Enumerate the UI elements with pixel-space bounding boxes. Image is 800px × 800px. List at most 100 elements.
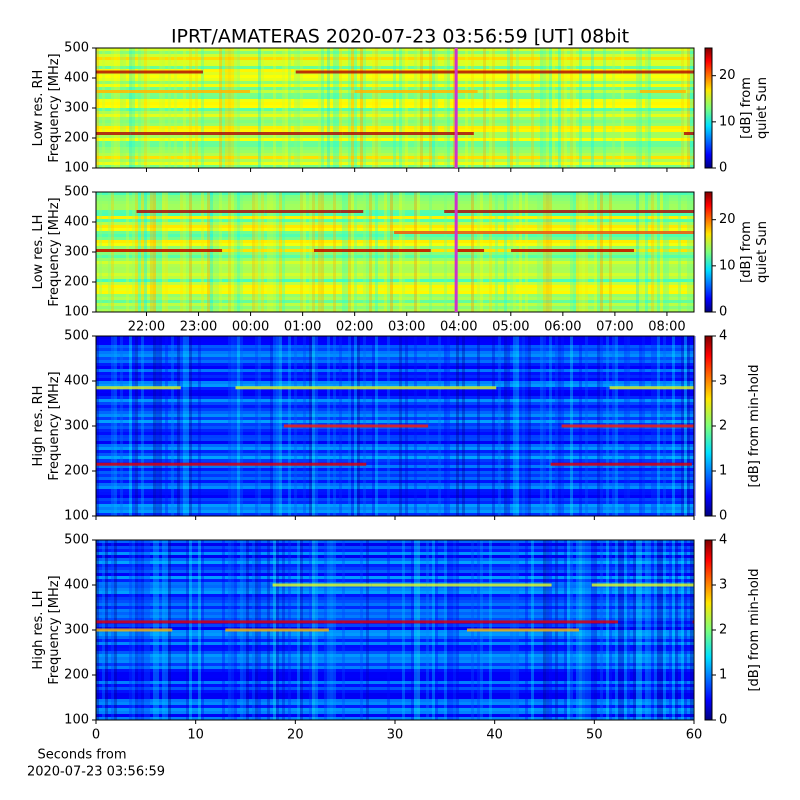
spectrogram-band xyxy=(96,717,694,720)
x-tick-label: 06:00 xyxy=(544,320,581,335)
y-tick-label: 200 xyxy=(64,464,89,479)
spectrogram-band xyxy=(96,204,694,207)
spectrogram-stripe xyxy=(555,336,558,516)
colorbar-tick-label: 4 xyxy=(719,533,727,548)
spectrogram-feature xyxy=(511,249,533,252)
spectrogram-band xyxy=(96,600,694,603)
spectrogram-band xyxy=(96,474,694,477)
spectrogram-stripe xyxy=(609,540,612,720)
colorbar-tick-label: 0 xyxy=(719,509,727,524)
spectrogram-stripe xyxy=(96,48,99,168)
spectrogram-stripe xyxy=(171,336,174,516)
spectrogram-band xyxy=(96,597,694,600)
spectrogram-stripe xyxy=(447,336,450,516)
spectrogram-stripe xyxy=(189,48,192,168)
spectrogram-feature xyxy=(560,231,583,234)
spectrogram-band xyxy=(96,147,694,150)
y-label-line: Low res. RH xyxy=(31,70,46,147)
spectrogram-band xyxy=(96,309,694,312)
spectrogram-stripe xyxy=(258,192,261,312)
spectrogram-stripe xyxy=(321,48,324,168)
spectrogram-feature xyxy=(342,462,367,466)
y-label-line: Low res. LH xyxy=(31,215,46,290)
spectrogram-band xyxy=(96,627,694,630)
spectrogram-band xyxy=(96,648,694,651)
spectrogram-band xyxy=(96,252,694,255)
spectrogram-stripe xyxy=(435,540,438,720)
colorbar-label-line: quiet Sun xyxy=(755,221,770,283)
spectrogram-stripe xyxy=(198,540,201,720)
x-tick-label: 02:00 xyxy=(336,320,373,335)
spectrogram-band xyxy=(96,411,694,414)
spectrogram xyxy=(96,540,694,720)
spectrogram-band xyxy=(96,678,694,681)
spectrogram-feature xyxy=(675,70,694,74)
spectrogram-band xyxy=(96,75,694,78)
spectrogram-stripe xyxy=(255,192,258,312)
x-tick-label: 50 xyxy=(586,728,603,743)
colorbar-tick-label: 0 xyxy=(719,713,727,728)
spectrogram-band xyxy=(96,555,694,558)
spectrogram-stripe xyxy=(222,540,225,720)
spectrogram-feature xyxy=(444,210,552,213)
spectrogram-stripe xyxy=(309,192,312,312)
spectrogram-band xyxy=(96,549,694,552)
spectrogram-stripe xyxy=(135,336,138,516)
spectrogram-stripe xyxy=(237,192,240,312)
spectrogram-band xyxy=(96,639,694,642)
spectrogram-stripe xyxy=(543,336,546,516)
spectrogram-stripe xyxy=(165,336,168,516)
spectrogram-band xyxy=(96,81,694,84)
colorbar-label: [dB] fromquiet Sun xyxy=(739,221,770,283)
spectrogram-feature xyxy=(269,132,343,135)
spectrogram-feature xyxy=(283,424,379,428)
spectrogram-band xyxy=(96,390,694,393)
spectrogram-stripe xyxy=(483,48,486,168)
spectrogram-band xyxy=(96,633,694,636)
spectrogram-stripe xyxy=(282,48,285,168)
spectrogram-band xyxy=(96,609,694,612)
spectrogram-band xyxy=(96,84,694,87)
spectrogram-stripe xyxy=(639,48,642,168)
colorbar-label-line: [dB] from min-hold xyxy=(747,568,762,691)
spectrogram-band xyxy=(96,660,694,663)
spectrogram-stripe xyxy=(276,192,279,312)
x-tick-label: 04:00 xyxy=(440,320,477,335)
spectrogram-feature xyxy=(96,132,131,135)
y-tick-label: 400 xyxy=(64,215,89,230)
spectrogram-stripe xyxy=(660,540,663,720)
spectrogram-feature xyxy=(459,386,497,390)
spectrogram-stripe xyxy=(549,48,552,168)
spectrogram-stripe xyxy=(228,192,231,312)
spectrogram-stripe xyxy=(444,192,447,312)
spectrogram-band xyxy=(96,219,694,222)
spectrogram-stripe xyxy=(516,336,519,516)
spectrogram-feature xyxy=(96,249,223,252)
spectrogram-band xyxy=(96,699,694,702)
spectrogram-stripe xyxy=(594,540,597,720)
spectrogram-stripe xyxy=(402,540,405,720)
spectrogram-feature xyxy=(96,70,203,74)
spectrogram-stripe xyxy=(273,336,276,516)
spectrogram-band xyxy=(96,543,694,546)
spectrogram-feature xyxy=(454,249,485,252)
spectrogram-band xyxy=(96,48,694,51)
spectrogram-stripe xyxy=(270,192,273,312)
spectrogram-band xyxy=(96,483,694,486)
y-tick-label: 100 xyxy=(64,305,89,320)
spectrogram-band xyxy=(96,450,694,453)
spectrogram-feature xyxy=(393,70,433,74)
colorbar-tick-label: 4 xyxy=(719,329,727,344)
spectrogram-stripe xyxy=(189,336,192,516)
spectrogram-band xyxy=(96,642,694,645)
spectrogram-stripe xyxy=(681,48,684,168)
spectrogram-stripe xyxy=(549,336,552,516)
spectrogram-band xyxy=(96,510,694,513)
spectrogram-stripe xyxy=(168,48,171,168)
spectrogram-band xyxy=(96,696,694,699)
y-label-line: Frequency [MHz] xyxy=(47,53,62,162)
spectrogram-band xyxy=(96,162,694,165)
y-tick-label: 400 xyxy=(64,374,89,389)
spectrogram-band xyxy=(96,417,694,420)
spectrogram-band xyxy=(96,141,694,144)
